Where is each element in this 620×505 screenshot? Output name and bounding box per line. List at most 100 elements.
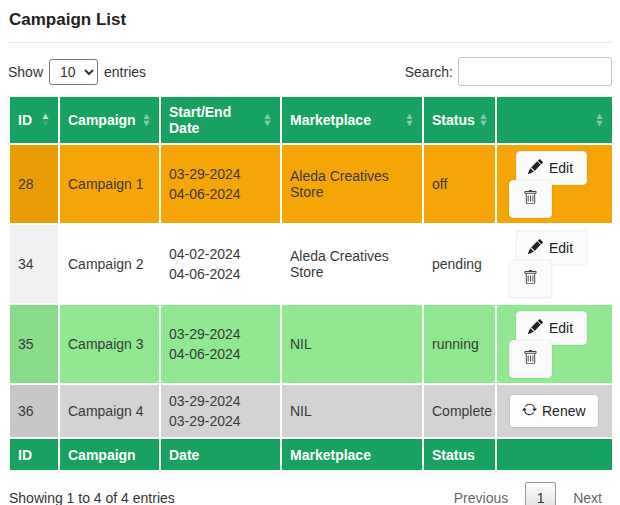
end-date: 04-06-2024 [169, 184, 272, 204]
table-info: Showing 1 to 4 of 4 entries [8, 490, 175, 505]
column-footer-id: ID [9, 438, 59, 471]
table-row: 35Campaign 303-29-202404-06-2024NILrunni… [9, 304, 613, 384]
column-header-label: Status [432, 112, 475, 128]
end-date: 03-29-2024 [169, 411, 272, 431]
entries-label: entries [104, 64, 146, 80]
table-row: 28Campaign 103-29-202404-06-2024Aleda Cr… [9, 144, 613, 224]
cell-id: 36 [9, 384, 59, 438]
page-length-control: Show 10 entries [8, 59, 146, 85]
action-buttons: Edit [509, 231, 606, 298]
column-header-label: Campaign [68, 112, 136, 128]
cell-actions: Edit [496, 304, 613, 384]
table-controls: Show 10 entries Search: [8, 57, 612, 86]
search-label: Search: [405, 64, 453, 80]
divider [8, 42, 612, 43]
column-footer-marketplace: Marketplace [281, 438, 423, 471]
column-header-status[interactable]: Status ▲▼ [423, 96, 496, 144]
delete-button[interactable] [509, 180, 552, 218]
cell-actions: Renew [496, 384, 613, 438]
cell-id: 35 [9, 304, 59, 384]
cell-marketplace: NIL [281, 384, 423, 438]
sort-icons: ▲▼ [479, 113, 488, 127]
column-footer-status: Status [423, 438, 496, 471]
trash-icon [523, 350, 538, 368]
start-date: 03-29-2024 [169, 324, 272, 344]
end-date: 04-06-2024 [169, 344, 272, 364]
table-header-row: ID▲▼Campaign▲▼Start/End Date▲▼Marketplac… [9, 96, 613, 144]
cell-status: pending [423, 224, 496, 304]
cell-marketplace: NIL [281, 304, 423, 384]
delete-button[interactable] [509, 260, 552, 298]
sort-icons: ▲▼ [405, 113, 414, 127]
cell-campaign: Campaign 3 [59, 304, 160, 384]
sort-icons: ▲▼ [41, 113, 50, 127]
trash-icon [523, 190, 538, 208]
cell-campaign: Campaign 4 [59, 384, 160, 438]
column-header-id[interactable]: ID ▲▼ [9, 96, 59, 144]
cell-actions: Edit [496, 224, 613, 304]
renew-button[interactable]: Renew [509, 394, 599, 428]
column-header-label: Start/End Date [169, 104, 259, 136]
cell-marketplace: Aleda Creatives Store [281, 224, 423, 304]
sort-icons: ▲▼ [142, 113, 151, 127]
cell-status: running [423, 304, 496, 384]
cell-status: off [423, 144, 496, 224]
action-buttons: Edit [509, 311, 606, 378]
table-info-row: Showing 1 to 4 of 4 entries Previous 1 N… [8, 482, 612, 505]
column-footer-date: Date [160, 438, 281, 471]
caret-down-icon: ▼ [594, 120, 604, 127]
column-footer-actions [496, 438, 613, 471]
column-header-campaign[interactable]: Campaign ▲▼ [59, 96, 160, 144]
page-title: Campaign List [8, 8, 612, 30]
page-length-select[interactable]: 10 [49, 59, 98, 85]
table-row: 34Campaign 204-02-202404-06-2024Aleda Cr… [9, 224, 613, 304]
cell-date: 03-29-202404-06-2024 [160, 144, 281, 224]
start-date: 04-02-2024 [169, 244, 272, 264]
start-date: 03-29-2024 [169, 164, 272, 184]
pagination: Previous 1 Next [444, 482, 612, 505]
pencil-icon [528, 159, 543, 177]
previous-button[interactable]: Previous [444, 483, 518, 505]
cell-campaign: Campaign 2 [59, 224, 160, 304]
column-footer-campaign: Campaign [59, 438, 160, 471]
delete-button[interactable] [509, 340, 552, 378]
edit-button-label: Edit [549, 160, 573, 176]
sort-icons: ▲▼ [263, 113, 272, 127]
pencil-icon [528, 319, 543, 337]
cell-id: 28 [9, 144, 59, 224]
cell-date: 04-02-202404-06-2024 [160, 224, 281, 304]
column-header-label: ID [18, 112, 32, 128]
cell-status: Complete [423, 384, 496, 438]
current-page-button[interactable]: 1 [525, 482, 556, 505]
renew-button-label: Renew [542, 403, 586, 419]
edit-button-label: Edit [549, 240, 573, 256]
action-buttons: Renew [509, 394, 606, 428]
refresh-icon [522, 402, 537, 420]
table-footer-row: IDCampaignDateMarketplaceStatus [9, 438, 613, 471]
start-date: 03-29-2024 [169, 391, 272, 411]
sort-icons: ▲▼ [595, 113, 604, 127]
column-header-label: Marketplace [290, 112, 371, 128]
action-buttons: Edit [509, 151, 606, 218]
caret-down-icon: ▼ [141, 120, 151, 127]
cell-date: 03-29-202403-29-2024 [160, 384, 281, 438]
search-input[interactable] [458, 57, 612, 86]
caret-down-icon: ▼ [40, 120, 50, 127]
cell-actions: Edit [496, 144, 613, 224]
cell-id: 34 [9, 224, 59, 304]
column-header-actions[interactable]: ▲▼ [496, 96, 613, 144]
caret-down-icon: ▼ [262, 120, 272, 127]
column-header-start-end-date[interactable]: Start/End Date ▲▼ [160, 96, 281, 144]
table-row: 36Campaign 403-29-202403-29-2024NILCompl… [9, 384, 613, 438]
cell-date: 03-29-202404-06-2024 [160, 304, 281, 384]
edit-button-label: Edit [549, 320, 573, 336]
column-header-marketplace[interactable]: Marketplace ▲▼ [281, 96, 423, 144]
cell-campaign: Campaign 1 [59, 144, 160, 224]
show-label: Show [8, 64, 43, 80]
caret-down-icon: ▼ [478, 120, 488, 127]
pencil-icon [528, 239, 543, 257]
search-control: Search: [405, 57, 612, 86]
campaign-list-card: Campaign List Show 10 entries Search: ID… [8, 8, 612, 505]
next-button[interactable]: Next [563, 483, 612, 505]
end-date: 04-06-2024 [169, 264, 272, 284]
